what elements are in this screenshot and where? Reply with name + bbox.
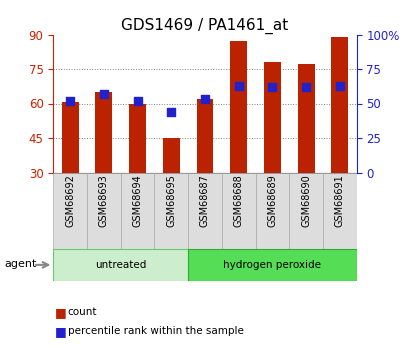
Bar [221, 172, 255, 248]
Bar [188, 172, 221, 248]
Point [201, 97, 208, 102]
Text: ■: ■ [55, 325, 67, 338]
Bar [230, 41, 247, 172]
Bar [62, 102, 79, 172]
Text: GSM68694: GSM68694 [132, 174, 142, 227]
Text: GSM68693: GSM68693 [99, 174, 109, 227]
Bar [87, 172, 120, 248]
Text: GSM68692: GSM68692 [65, 174, 75, 227]
Bar [255, 172, 289, 248]
Bar [129, 104, 146, 172]
Bar [53, 248, 188, 281]
Text: GSM68691: GSM68691 [334, 174, 344, 227]
Text: GSM68688: GSM68688 [233, 174, 243, 227]
Text: agent: agent [4, 259, 36, 269]
Text: GSM68695: GSM68695 [166, 174, 176, 227]
Bar [289, 172, 322, 248]
Point [100, 91, 107, 97]
Bar [330, 37, 347, 172]
Point [302, 84, 309, 90]
Bar [154, 172, 188, 248]
Bar [53, 172, 87, 248]
Text: ■: ■ [55, 306, 67, 319]
Text: untreated: untreated [95, 260, 146, 270]
Bar [120, 172, 154, 248]
Bar [196, 99, 213, 172]
Point [134, 98, 141, 104]
Point [336, 83, 342, 88]
Point [67, 98, 73, 104]
Point [168, 109, 174, 115]
Point [235, 83, 241, 88]
Bar [95, 92, 112, 172]
Text: GSM68689: GSM68689 [267, 174, 277, 227]
Text: GSM68690: GSM68690 [300, 174, 310, 227]
Title: GDS1469 / PA1461_at: GDS1469 / PA1461_at [121, 18, 288, 34]
Bar [162, 138, 179, 172]
Text: hydrogen peroxide: hydrogen peroxide [223, 260, 321, 270]
Text: percentile rank within the sample: percentile rank within the sample [67, 326, 243, 336]
Text: count: count [67, 307, 97, 317]
Point [268, 84, 275, 90]
Bar [297, 65, 314, 172]
Bar [263, 62, 280, 172]
Bar [322, 172, 356, 248]
Text: GSM68687: GSM68687 [200, 174, 209, 227]
Bar [188, 248, 356, 281]
